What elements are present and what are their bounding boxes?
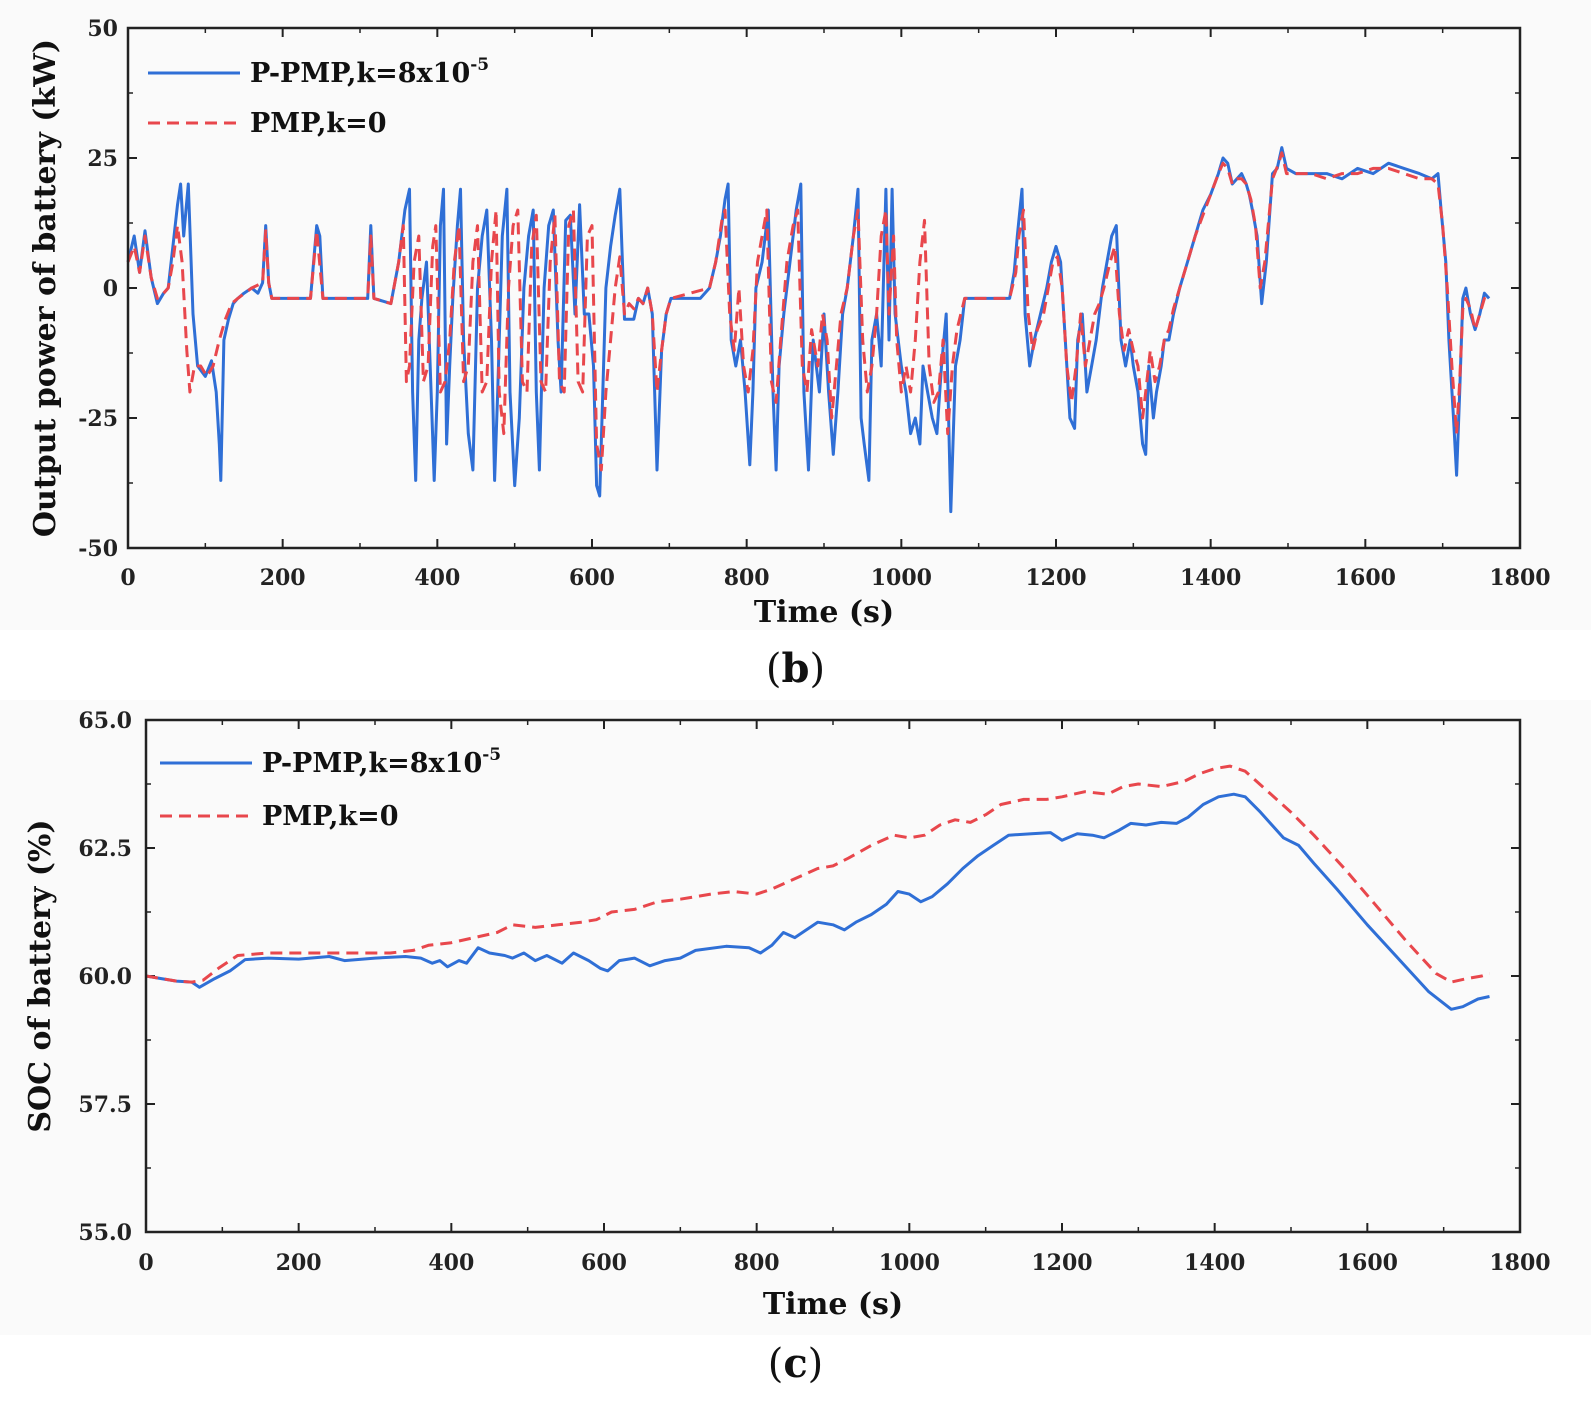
x-tick-label: 600 — [569, 565, 615, 591]
x-tick-label: 1400 — [1184, 1250, 1245, 1276]
x-axis-title: Time (s) — [754, 595, 894, 630]
y-tick-label: 57.5 — [78, 1092, 132, 1118]
legend-label: PMP,k=0 — [250, 108, 387, 139]
plot-frame — [126, 26, 1522, 550]
x-tick-label: 200 — [260, 565, 306, 591]
y-tick-label: 65.0 — [78, 708, 132, 734]
chart-panel-b: -50 -25 0 25 50 0 200 400 600 800 1000 1200 1400 1600… — [0, 0, 1591, 700]
y-axis-title: SOC of battery (%) — [23, 819, 58, 1132]
series-line-pmp — [126, 151, 1491, 472]
x-tick-label: 0 — [120, 565, 135, 591]
x-tick-label: 1600 — [1335, 565, 1396, 591]
y-tick-label: 50 — [87, 16, 118, 42]
x-tick-label: 400 — [428, 1250, 474, 1276]
series-line-pmp — [145, 764, 1490, 984]
x-tick-label: 1400 — [1180, 565, 1241, 591]
x-tick-label: 1200 — [1031, 1250, 1092, 1276]
x-tick-label: 400 — [414, 565, 460, 591]
x-tick-label: 1200 — [1025, 565, 1086, 591]
x-tick-label: 800 — [724, 565, 770, 591]
y-tick-label: 55.0 — [78, 1220, 132, 1246]
panel-label: (b) — [765, 645, 826, 692]
x-tick-label: 0 — [138, 1250, 153, 1276]
legend-label: PMP,k=0 — [262, 801, 399, 832]
x-tick-label: 1600 — [1337, 1250, 1398, 1276]
series-line-p-pmp — [145, 792, 1490, 1011]
y-axis-title: Output power of battery (kW) — [28, 39, 63, 537]
chart-svg: -50 -25 0 25 50 0 200 400 600 800 1000 1200 1400 1600… — [28, 16, 1551, 630]
x-tick-label: 1800 — [1489, 565, 1550, 591]
x-tick-label: 1000 — [871, 565, 932, 591]
legend-label: P-PMP,k=8x10-5 — [250, 55, 489, 89]
y-tick-label: 25 — [87, 146, 118, 172]
x-tick-label: 600 — [581, 1250, 627, 1276]
chart-svg: 55.0 57.5 60.0 62.5 65.0 0 200 400 600 800 1000 120… — [23, 708, 1551, 1322]
y-tick-label: -50 — [78, 536, 118, 562]
series-line-p-pmp — [126, 146, 1491, 514]
panel-label: (c) — [767, 1340, 824, 1387]
y-tick-label: 62.5 — [78, 836, 132, 862]
plot-background — [0, 0, 1591, 630]
plot-background — [0, 700, 1591, 1335]
y-tick-label: 60.0 — [78, 964, 132, 990]
x-tick-label: 200 — [276, 1250, 322, 1276]
y-tick-label: 0 — [103, 276, 118, 302]
plot-frame — [144, 718, 1522, 1234]
x-axis-title: Time (s) — [763, 1287, 903, 1322]
x-tick-label: 800 — [734, 1250, 780, 1276]
x-tick-label: 1000 — [879, 1250, 940, 1276]
x-tick-label: 1800 — [1489, 1250, 1550, 1276]
chart-panel-c: 55.0 57.5 60.0 62.5 65.0 0 200 400 600 800 1000 120… — [0, 700, 1591, 1428]
y-tick-label: -25 — [78, 406, 118, 432]
legend-label: P-PMP,k=8x10-5 — [262, 745, 501, 779]
